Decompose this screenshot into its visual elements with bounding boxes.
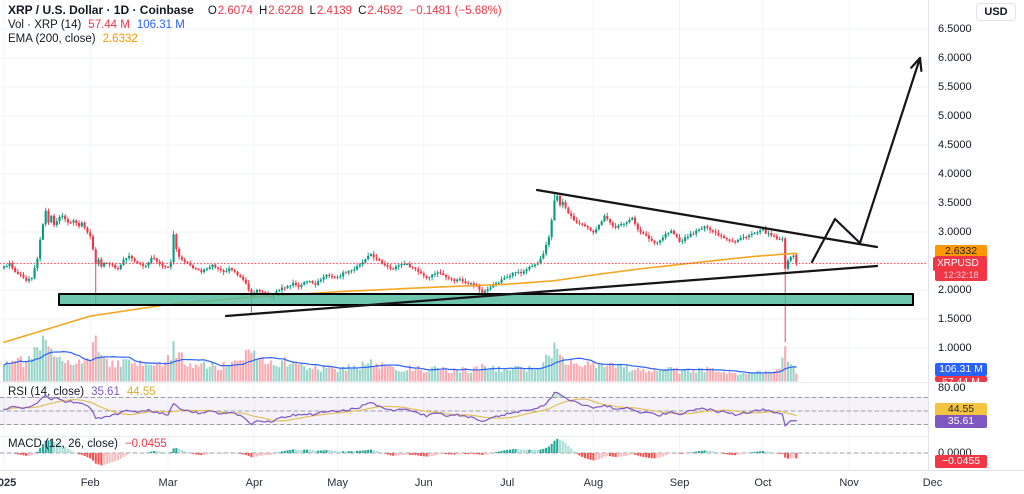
time-axis-label: Aug [583,477,604,489]
time-axis-label: May [327,477,348,489]
price-tick-label: 3.0000 [938,226,972,238]
rsi-ma-badge: 44.55 [935,403,987,416]
price-tick-label: 2.0000 [938,284,972,296]
time-axis-label: Apr [245,477,263,489]
time-axis-label: Feb [80,477,100,489]
price-tick-label: 4.0000 [938,168,972,180]
time-axis-label: Mar [158,477,178,489]
usd-currency-button[interactable]: USD [976,3,1016,21]
time-axis-label: Jul [500,477,515,489]
volume-ma-badge: 106.31 M [935,363,987,376]
time-axis-label: 2025 [0,477,17,489]
price-tick-label: 1.0000 [938,342,972,354]
bar-countdown: 12:32:18 [943,269,979,280]
volume-current-badge-text: 57.44 M [942,376,980,382]
symbol-price-tag: XRPUSD [933,257,983,271]
price-tick-label: 4.5000 [938,139,972,151]
price-tick-label: 3.5000 [938,197,972,209]
time-axis-label: Oct [754,477,772,489]
rsi-scale-label: 80.00 [938,382,966,394]
volume-current-badge: 57.44 M [935,376,987,382]
time-axis-label: Jun [414,477,433,489]
price-tick-label: 6.0000 [938,52,972,64]
time-axis-label: Dec [922,477,943,489]
time-axis-label: Nov [839,477,859,489]
price-tick-label: 5.5000 [938,81,972,93]
price-tick-label: 6.5000 [938,23,972,35]
macd-badge: −0.0455 [935,455,987,468]
price-tick-label: 1.5000 [938,313,972,325]
price-tick-label: 5.0000 [938,110,972,122]
rsi-badge: 35.61 [935,415,987,428]
ema-price-badge: 2.6332 [935,245,987,258]
price-axis[interactable]: USD 2.6332 2.4592 12:32:18 106.31 M 57.4… [928,0,1024,470]
time-axis-label: Sep [669,477,690,489]
time-axis[interactable]: 2025 Feb Mar Apr May Jun Jul Aug Sep Oct Nov Dec [0,470,1024,494]
